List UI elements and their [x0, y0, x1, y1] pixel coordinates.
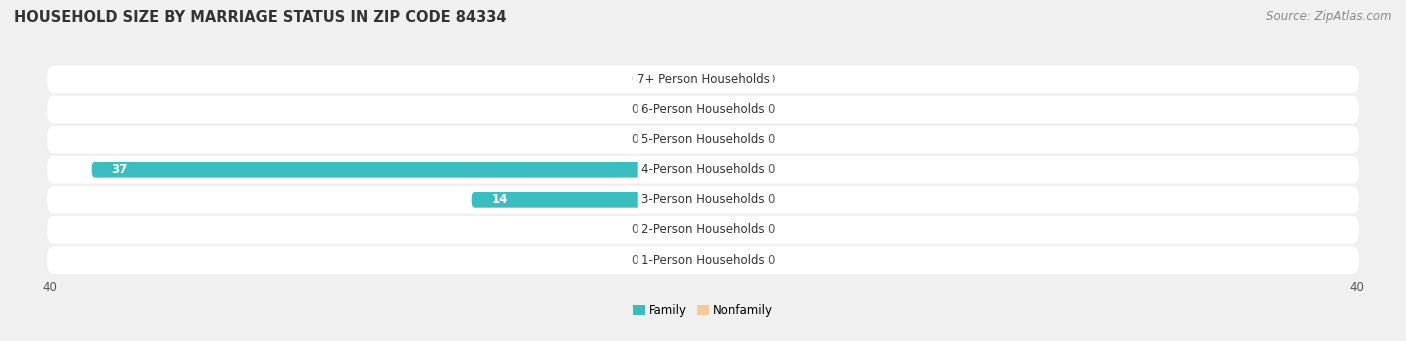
- FancyBboxPatch shape: [645, 72, 703, 87]
- FancyBboxPatch shape: [645, 222, 703, 238]
- Text: 1-Person Households: 1-Person Households: [641, 254, 765, 267]
- Text: 0: 0: [768, 103, 775, 116]
- Text: 7+ Person Households: 7+ Person Households: [637, 73, 769, 86]
- FancyBboxPatch shape: [645, 102, 703, 117]
- FancyBboxPatch shape: [703, 192, 761, 208]
- FancyBboxPatch shape: [48, 126, 1358, 153]
- Text: 37: 37: [111, 163, 128, 176]
- FancyBboxPatch shape: [703, 222, 761, 238]
- Text: 0: 0: [768, 193, 775, 206]
- Text: 0: 0: [768, 223, 775, 236]
- FancyBboxPatch shape: [703, 162, 761, 178]
- Text: 14: 14: [492, 193, 508, 206]
- FancyBboxPatch shape: [645, 252, 703, 268]
- FancyBboxPatch shape: [48, 246, 1358, 274]
- FancyBboxPatch shape: [645, 132, 703, 147]
- Text: 0: 0: [768, 133, 775, 146]
- Text: 0: 0: [631, 133, 638, 146]
- FancyBboxPatch shape: [48, 156, 1358, 183]
- Text: 5-Person Households: 5-Person Households: [641, 133, 765, 146]
- Text: 2-Person Households: 2-Person Households: [641, 223, 765, 236]
- Text: 4-Person Households: 4-Person Households: [641, 163, 765, 176]
- Text: 40: 40: [42, 281, 58, 294]
- Text: 0: 0: [631, 103, 638, 116]
- Text: 0: 0: [631, 73, 638, 86]
- FancyBboxPatch shape: [471, 192, 703, 208]
- FancyBboxPatch shape: [703, 132, 761, 147]
- Text: 0: 0: [631, 254, 638, 267]
- Text: Source: ZipAtlas.com: Source: ZipAtlas.com: [1267, 10, 1392, 23]
- FancyBboxPatch shape: [703, 72, 761, 87]
- Text: 40: 40: [1348, 281, 1364, 294]
- Legend: Family, Nonfamily: Family, Nonfamily: [628, 299, 778, 322]
- FancyBboxPatch shape: [48, 96, 1358, 123]
- Text: HOUSEHOLD SIZE BY MARRIAGE STATUS IN ZIP CODE 84334: HOUSEHOLD SIZE BY MARRIAGE STATUS IN ZIP…: [14, 10, 506, 25]
- FancyBboxPatch shape: [703, 252, 761, 268]
- FancyBboxPatch shape: [48, 65, 1358, 93]
- FancyBboxPatch shape: [703, 102, 761, 117]
- Text: 0: 0: [631, 223, 638, 236]
- FancyBboxPatch shape: [91, 162, 703, 178]
- Text: 3-Person Households: 3-Person Households: [641, 193, 765, 206]
- Text: 6-Person Households: 6-Person Households: [641, 103, 765, 116]
- FancyBboxPatch shape: [48, 216, 1358, 244]
- Text: 0: 0: [768, 254, 775, 267]
- FancyBboxPatch shape: [48, 186, 1358, 214]
- Text: 0: 0: [768, 73, 775, 86]
- Text: 0: 0: [768, 163, 775, 176]
